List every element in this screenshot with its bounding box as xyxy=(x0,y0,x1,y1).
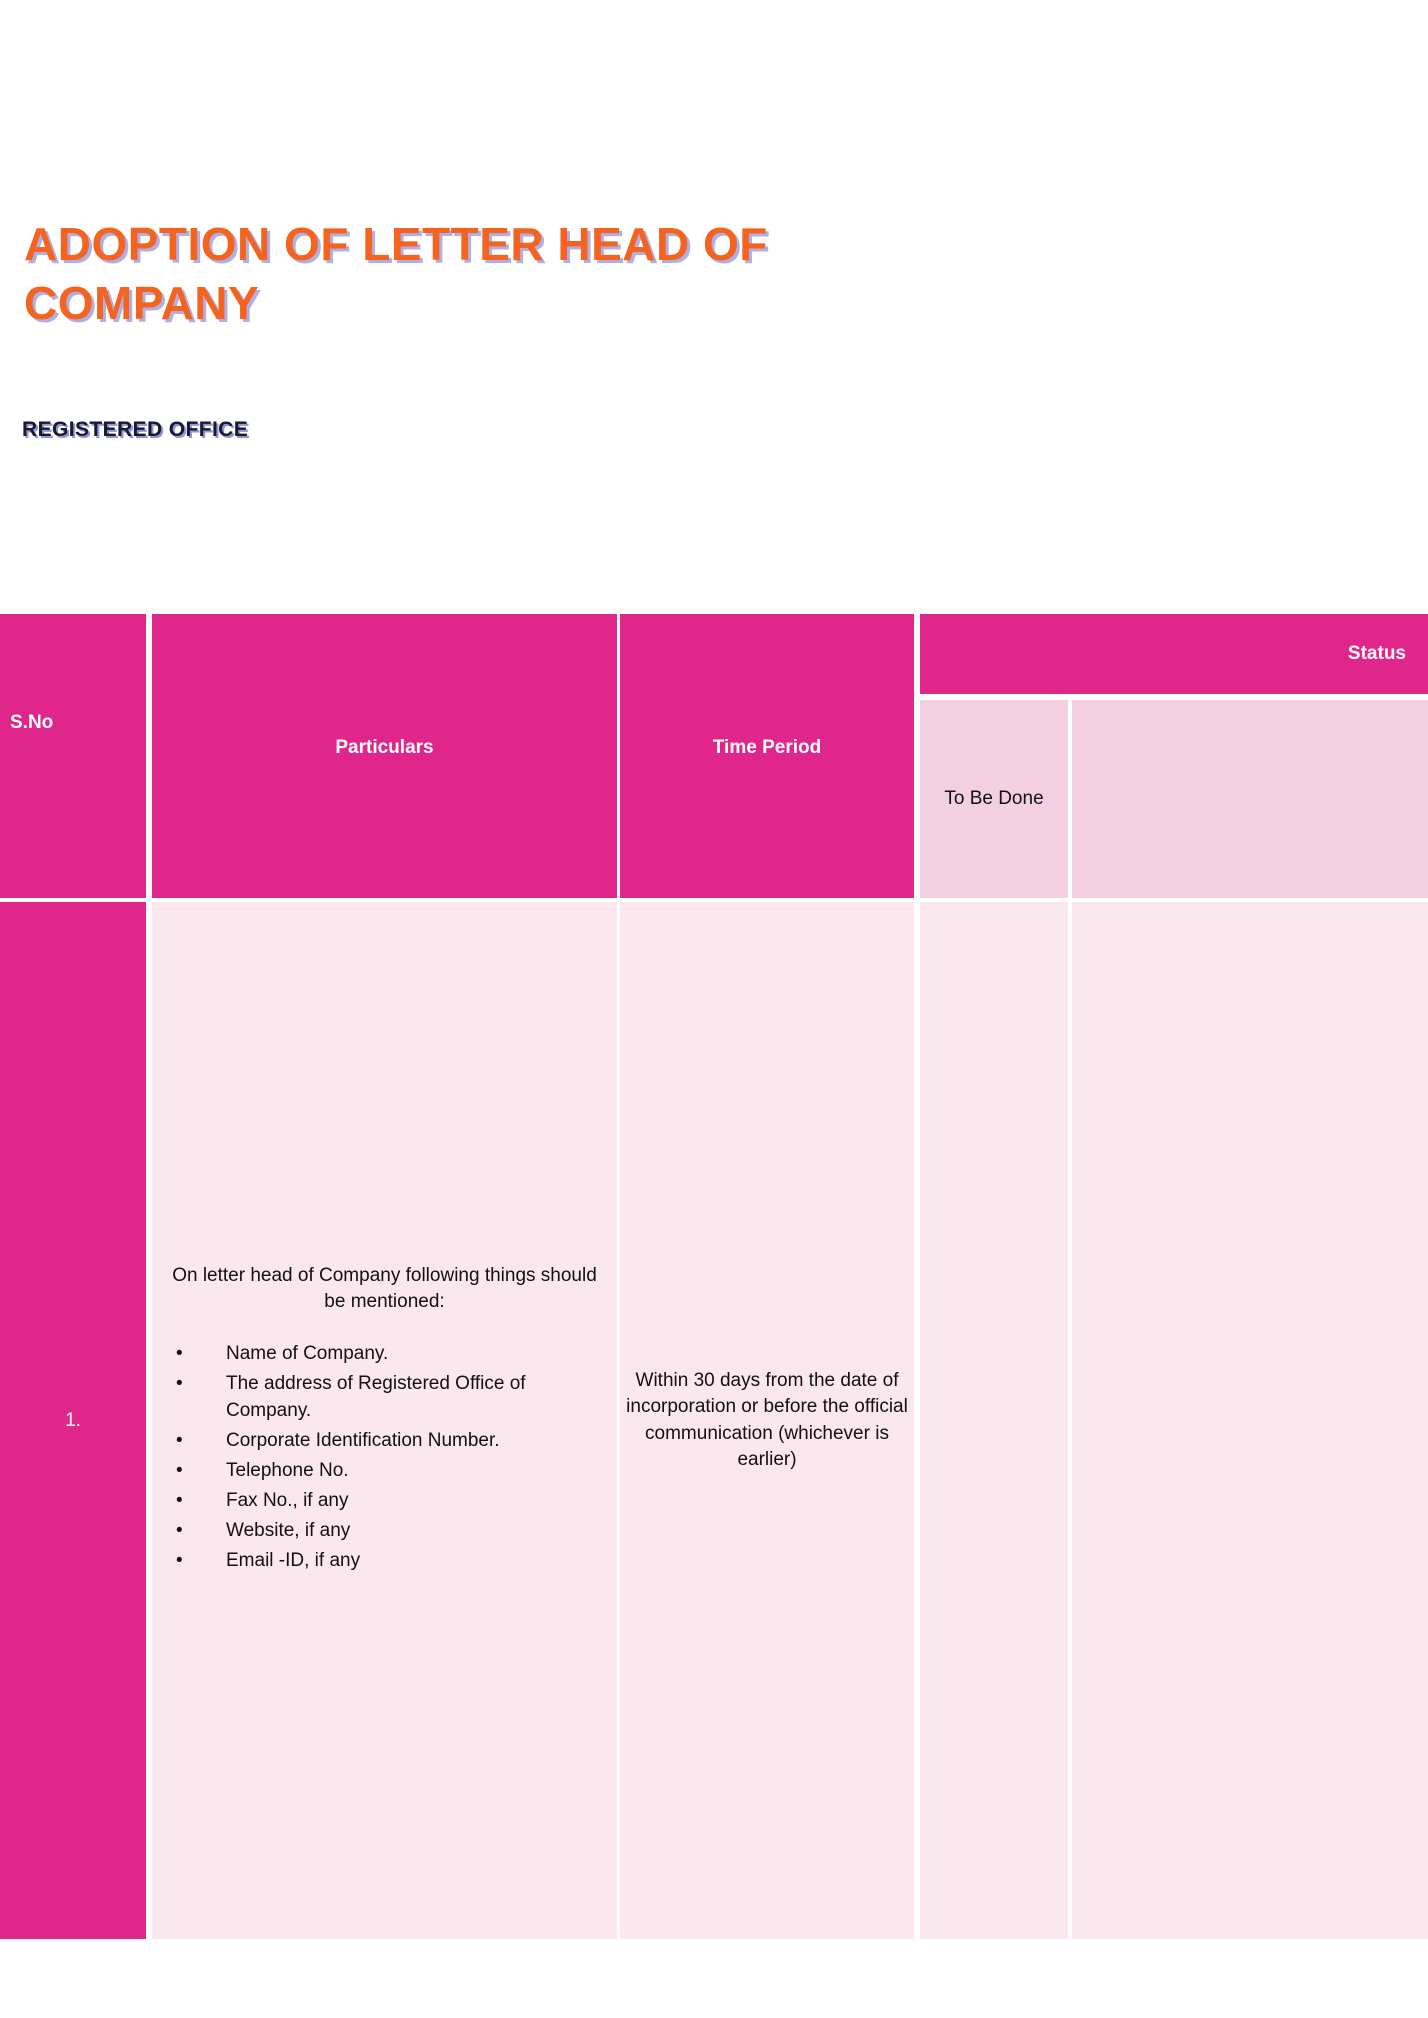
bullet-icon: • xyxy=(176,1343,183,1365)
cell-time-period: Within 30 days from the date of incorpor… xyxy=(620,902,914,1939)
cell-sno: 1. xyxy=(0,902,146,1939)
list-item: • Fax No., if any xyxy=(170,1488,607,1515)
list-item-label: The address of Registered Office of Comp… xyxy=(226,1373,526,1422)
list-item-label: Email -ID, if any xyxy=(226,1550,361,1572)
bullet-icon: • xyxy=(176,1490,183,1512)
particulars-intro: On letter head of Company following thin… xyxy=(172,1264,597,1313)
column-header-particulars-label: Particulars xyxy=(335,737,434,758)
title-block: ADOPTION OF LETTER HEAD OF COMPANY xyxy=(24,215,974,333)
column-header-particulars: Particulars xyxy=(152,614,617,898)
section-label: REGISTERED OFFICE xyxy=(22,418,249,441)
column-subheader-to-be-done: To Be Done xyxy=(920,700,1068,898)
column-header-sno: S.No xyxy=(0,614,146,898)
bullet-icon: • xyxy=(176,1520,183,1542)
column-header-status-label: Status xyxy=(1347,643,1406,664)
column-header-status: Status xyxy=(920,614,1428,694)
column-header-sno-label: S.No xyxy=(10,712,54,733)
list-item: • Name of Company. xyxy=(170,1341,607,1368)
table-row: 1. On letter head of Company following t… xyxy=(0,902,1428,1939)
bullet-icon: • xyxy=(176,1373,183,1395)
column-subheader-status-second xyxy=(1072,700,1428,898)
bullet-icon: • xyxy=(176,1430,183,1452)
cell-particulars: On letter head of Company following thin… xyxy=(152,902,617,1939)
list-item-label: Corporate Identification Number. xyxy=(226,1430,500,1452)
column-header-time-period: Time Period xyxy=(620,614,914,898)
list-item-label: Name of Company. xyxy=(226,1343,389,1365)
cell-sno-value: 1. xyxy=(65,1409,81,1431)
bullet-icon: • xyxy=(176,1550,183,1572)
list-item: • Website, if any xyxy=(170,1518,607,1545)
list-item-label: Fax No., if any xyxy=(226,1490,349,1512)
list-item: • Email -ID, if any xyxy=(170,1548,607,1575)
compliance-table: S.No Particulars Time Period Status To B… xyxy=(0,614,1428,1939)
cell-time-period-value: Within 30 days from the date of incorpor… xyxy=(626,1370,908,1470)
list-item-label: Website, if any xyxy=(226,1520,351,1542)
list-item: • The address of Registered Office of Com… xyxy=(170,1371,607,1425)
page-title: ADOPTION OF LETTER HEAD OF COMPANY xyxy=(24,218,768,329)
column-subheader-to-be-done-label: To Be Done xyxy=(944,788,1044,809)
particulars-bullet-list: • Name of Company. • The address of Regist… xyxy=(162,1341,607,1578)
table-header-row: S.No Particulars Time Period Status To B… xyxy=(0,614,1428,898)
cell-status-to-be-done[interactable] xyxy=(920,902,1068,1939)
list-item: • Telephone No. xyxy=(170,1458,607,1485)
list-item: • Corporate Identification Number. xyxy=(170,1428,607,1455)
column-header-time-period-label: Time Period xyxy=(712,737,822,758)
cell-status-second[interactable] xyxy=(1072,902,1428,1939)
bullet-icon: • xyxy=(176,1460,183,1482)
list-item-label: Telephone No. xyxy=(226,1460,349,1482)
